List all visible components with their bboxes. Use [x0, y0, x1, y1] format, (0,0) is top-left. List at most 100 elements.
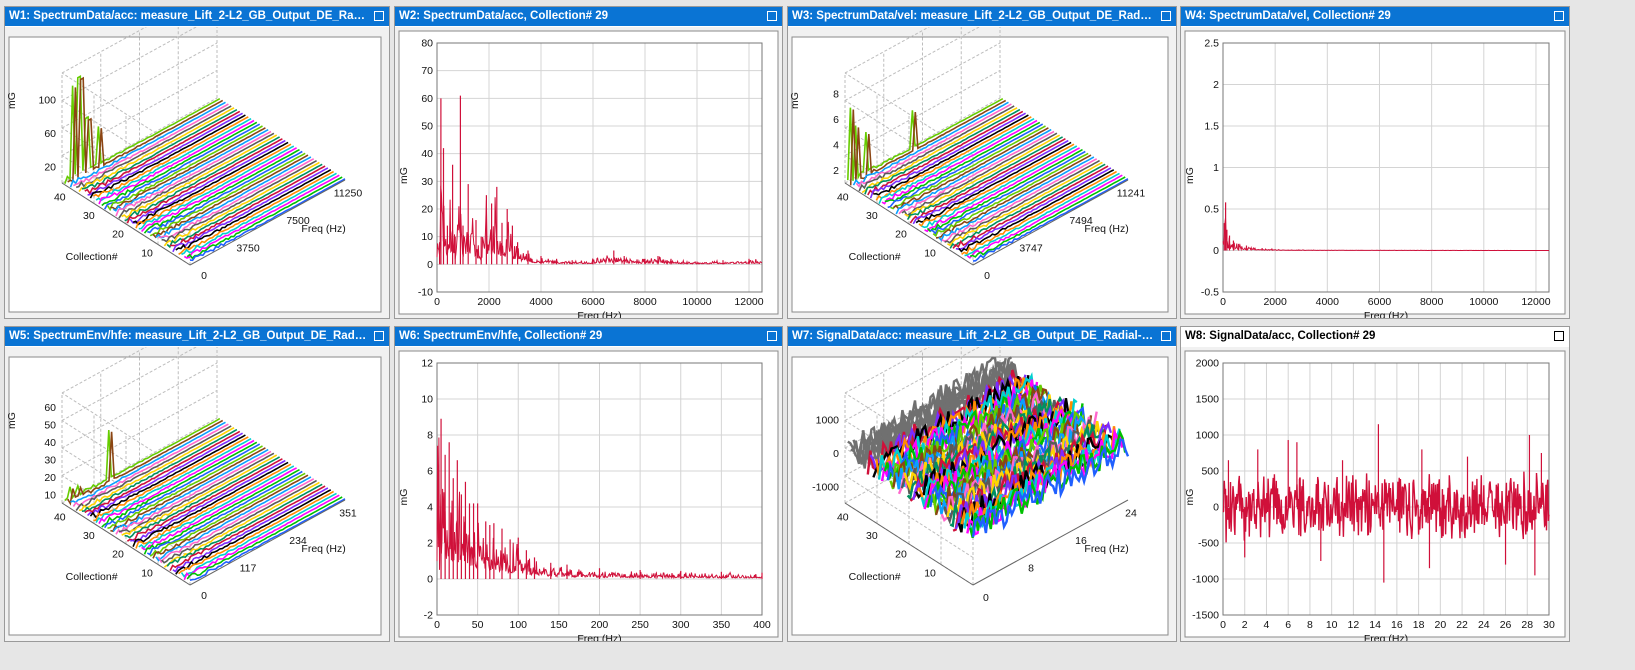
waterfall-trace: [110, 447, 266, 533]
waterfall-chart[interactable]: 8 16 24 0 10 20 30 40 -1000 0 1000 Freq (Hz) Collect…: [788, 347, 1176, 641]
waterfall-trace: [175, 169, 332, 251]
x-tick-label: 10000: [682, 296, 711, 308]
waterfall-trace: [924, 147, 1080, 233]
window-titlebar[interactable]: W8: SignalData/acc, Collection# 29: [1181, 327, 1569, 346]
waterfall-trace: [912, 139, 1069, 225]
maximize-icon[interactable]: [374, 11, 384, 21]
waterfall-trace: [895, 128, 1052, 215]
chart-area: 117 234 351 0 10 20 30 40 10 20 30 40 50 60 Freq (Hz) C…: [5, 347, 389, 641]
waterfall-trace: [934, 415, 1093, 516]
grid-line: [61, 392, 191, 476]
y-tick-label: -500: [1198, 538, 1219, 550]
line-chart[interactable]: 0 2 4 6 8 10 12 14 16 18 20 22 24 26 28 30-1500-1000-50…: [1181, 347, 1569, 641]
z-axis-label: mG: [6, 412, 18, 429]
window-titlebar[interactable]: W1: SpectrumData/acc: measure_Lift_2-L2_…: [5, 7, 389, 26]
waterfall-trace: [95, 437, 252, 524]
x-tick-label: 28: [1521, 619, 1533, 631]
waterfall-trace: [966, 174, 1123, 259]
line-chart[interactable]: 0 2000 4000 6000 8000 10000 12000-0.500.511.52…: [1181, 27, 1569, 318]
waterfall-trace: [84, 110, 241, 195]
window-titlebar[interactable]: W7: SignalData/acc: measure_Lift_2-L2_GB…: [788, 327, 1176, 346]
waterfall-trace: [161, 479, 317, 564]
window-w3[interactable]: W3: SpectrumData/vel: measure_Lift_2-L2_…: [787, 6, 1177, 319]
waterfall-trace: [930, 150, 1086, 235]
maximize-icon[interactable]: [1554, 331, 1564, 341]
x-axis-label: Freq (Hz): [1084, 543, 1128, 555]
waterfall-trace: [104, 123, 261, 210]
window-title: W2: SpectrumData/acc, Collection# 29: [399, 10, 608, 22]
waterfall-trace: [183, 174, 340, 259]
window-titlebar[interactable]: W6: SpectrumEnv/hfe, Collection# 29: [395, 327, 782, 346]
window-titlebar[interactable]: W3: SpectrumData/vel: measure_Lift_2-L2_…: [788, 7, 1176, 26]
waterfall-chart[interactable]: 117 234 351 0 10 20 30 40 10 20 30 40 50 60 Freq (Hz) C…: [5, 347, 389, 641]
x-axis-label: Freq (Hz): [1084, 223, 1128, 235]
y-tick-label: 0: [984, 270, 990, 282]
waterfall-trace: [884, 121, 1041, 203]
x-axis-label: Freq (Hz): [577, 310, 621, 318]
window-w1[interactable]: W1: SpectrumData/acc: measure_Lift_2-L2_…: [4, 6, 390, 319]
waterfall-trace: [141, 467, 297, 551]
x-tick-label: 2000: [477, 296, 501, 308]
waterfall-axes: [844, 499, 1129, 586]
waterfall-trace: [73, 103, 229, 187]
maximize-icon[interactable]: [767, 331, 777, 341]
waterfall-trace: [172, 487, 329, 573]
z-axis-label: mG: [789, 92, 801, 109]
window-titlebar[interactable]: W5: SpectrumEnv/hfe: measure_Lift_2-L2_G…: [5, 327, 389, 346]
maximize-icon[interactable]: [1161, 331, 1171, 341]
x-tick-label: 16: [1075, 535, 1087, 547]
x-axis-label: Freq (Hz): [1364, 310, 1408, 318]
grid-line: [61, 42, 218, 129]
window-w7[interactable]: W7: SignalData/acc: measure_Lift_2-L2_GB…: [787, 326, 1177, 642]
x-tick-label: 2000: [1263, 296, 1287, 308]
waterfall-trace: [138, 465, 295, 549]
y-tick-label: 0: [1213, 502, 1219, 514]
waterfall-trace: [926, 148, 1083, 233]
grid-line: [61, 347, 198, 421]
grid-line: [844, 97, 1001, 184]
plot-frame: [1184, 30, 1566, 315]
chart-area: 3747 7494 11241 0 10 20 30 40 2 4 6 8 Freq (Hz) Colle…: [788, 27, 1176, 318]
waterfall-trace: [146, 470, 303, 556]
y-tick-label: 20: [112, 229, 124, 241]
window-w5[interactable]: W5: SpectrumEnv/hfe: measure_Lift_2-L2_G…: [4, 326, 390, 642]
waterfall-trace: [920, 397, 1078, 508]
waterfall-trace: [861, 107, 1018, 194]
waterfall-trace: [938, 156, 1095, 242]
window-w2[interactable]: W2: SpectrumData/acc, Collection# 29 0 20…: [394, 6, 783, 319]
waterfall-trace: [101, 121, 258, 207]
chart-area: 8 16 24 0 10 20 30 40 -1000 0 1000 Freq (Hz) Collect…: [788, 347, 1176, 641]
series-path: [1222, 471, 1550, 543]
maximize-icon[interactable]: [374, 331, 384, 341]
maximize-icon[interactable]: [767, 11, 777, 21]
maximize-icon[interactable]: [1554, 11, 1564, 21]
waterfall-series: [847, 356, 1130, 538]
waterfall-trace: [121, 134, 278, 219]
waterfall-trace: [169, 485, 326, 571]
waterfall-chart[interactable]: 3747 7494 11241 0 10 20 30 40 2 4 6 8 Freq (Hz) Colle…: [788, 27, 1176, 318]
grid-line: [844, 347, 981, 421]
waterfall-trace: [909, 138, 1066, 224]
window-w6[interactable]: W6: SpectrumEnv/hfe, Collection# 29 0 50 1…: [394, 326, 783, 642]
z-tick-label: 4: [833, 140, 839, 152]
window-titlebar[interactable]: W2: SpectrumData/acc, Collection# 29: [395, 7, 782, 26]
maximize-icon[interactable]: [1161, 11, 1171, 21]
z-tick-label: 30: [44, 454, 56, 466]
window-w4[interactable]: W4: SpectrumData/vel, Collection# 29 0 20…: [1180, 6, 1570, 319]
y-tick-label: 1500: [1196, 394, 1220, 406]
waterfall-trace: [143, 468, 300, 555]
line-chart[interactable]: 0 2000 4000 6000 8000 10000 12000-100102030405…: [395, 27, 782, 318]
waterfall-trace: [972, 178, 1129, 262]
waterfall-chart[interactable]: 3750 7500 11250 0 10 20 30 40 20 60 100 Freq (Hz) Co…: [5, 27, 389, 318]
series-line: [436, 95, 763, 266]
line-chart[interactable]: 0 50 100 150 200 250 300 350 400-2024681012Freq …: [395, 347, 782, 641]
x-tick-label: 6: [1285, 619, 1291, 631]
waterfall-trace: [98, 439, 255, 524]
y-tick-label: 1: [1213, 162, 1219, 174]
window-titlebar[interactable]: W4: SpectrumData/vel, Collection# 29: [1181, 7, 1569, 26]
waterfall-grid: [61, 27, 218, 266]
window-title: W6: SpectrumEnv/hfe, Collection# 29: [399, 330, 603, 342]
waterfall-trace: [881, 119, 1038, 205]
x-tick-label: 8: [1028, 563, 1034, 575]
